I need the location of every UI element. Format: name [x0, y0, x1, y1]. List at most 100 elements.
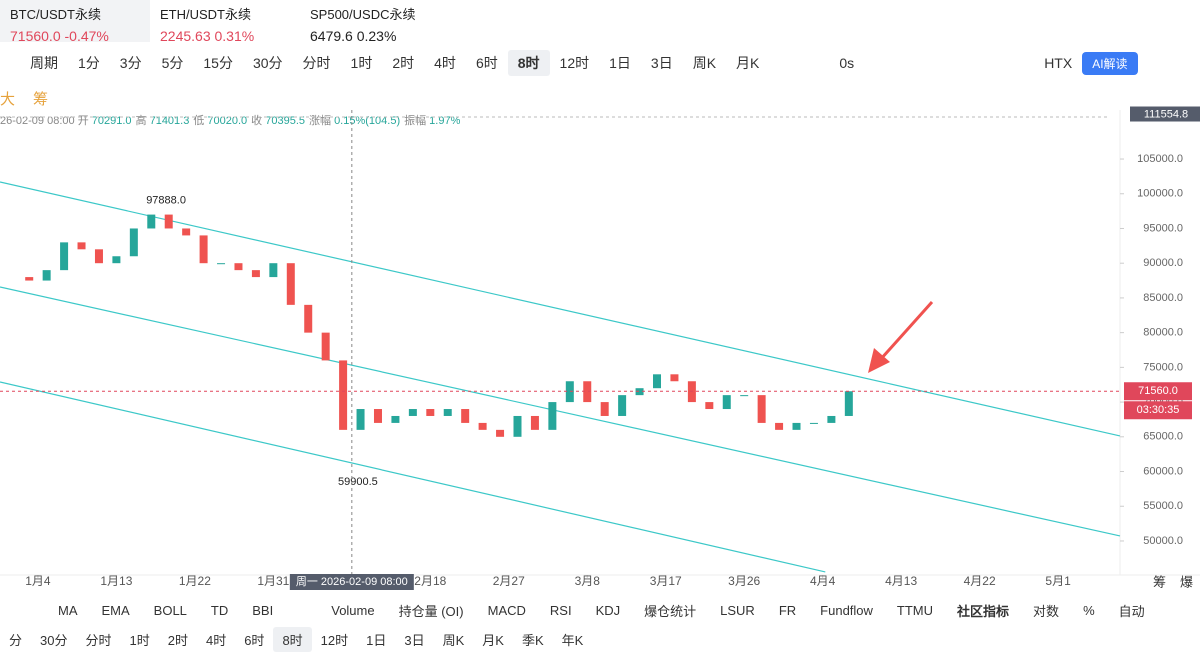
- bottom-period[interactable]: 3日: [404, 632, 425, 648]
- candle: [461, 409, 470, 423]
- candle: [548, 402, 557, 430]
- bottom-period[interactable]: 季K: [521, 632, 544, 648]
- period-button[interactable]: 6时: [475, 55, 498, 71]
- bottom-period[interactable]: 6时: [244, 632, 265, 648]
- period-button[interactable]: 3分: [119, 55, 142, 71]
- bottom-period[interactable]: 月K: [482, 632, 504, 648]
- info-label: 开: [77, 115, 89, 127]
- bottom-period[interactable]: 周K: [442, 632, 465, 648]
- candle: [513, 415, 522, 437]
- indicator-main[interactable]: MA: [58, 602, 78, 618]
- period-button[interactable]: 1时: [350, 55, 373, 71]
- indicator-sub[interactable]: Fundflow: [820, 602, 873, 618]
- candle: [112, 256, 121, 264]
- symbol-change: 0.23%: [356, 28, 397, 44]
- candle: [217, 263, 226, 265]
- bottom-period[interactable]: 12时: [320, 632, 349, 648]
- symbol-quote: 71560.0 -0.47%: [10, 28, 150, 44]
- bottom-period[interactable]: 年K: [561, 632, 584, 648]
- symbol-tab[interactable]: ETH/USDT永续 2245.63 0.31%: [150, 0, 300, 44]
- bottom-period[interactable]: 1时: [129, 632, 150, 648]
- chart-option[interactable]: %: [1083, 602, 1095, 618]
- candle: [304, 304, 313, 333]
- candle: [129, 228, 138, 257]
- indicator-sub[interactable]: KDJ: [595, 602, 621, 618]
- indicator-sub[interactable]: RSI: [549, 602, 572, 618]
- bottom-period[interactable]: 4时: [205, 632, 227, 648]
- candle: [42, 270, 51, 281]
- period-button[interactable]: 1日: [609, 55, 631, 71]
- indicator-main[interactable]: BBI: [252, 602, 274, 618]
- bottom-period[interactable]: 8时: [273, 626, 312, 652]
- chart-option[interactable]: 对数: [1033, 603, 1060, 619]
- indicator-main[interactable]: EMA: [101, 602, 130, 618]
- info-time: 26-02-09 08:00: [0, 115, 75, 127]
- period-button[interactable]: 30分: [252, 55, 283, 71]
- info-value: 1.97%: [429, 115, 461, 127]
- symbol-price: 2245.63: [160, 28, 211, 44]
- community-indicators[interactable]: 社区指标: [957, 603, 1010, 619]
- period-button[interactable]: 8时: [507, 50, 550, 76]
- axis-side-label: 筹: [1153, 574, 1166, 589]
- info-value: 70395.5: [265, 115, 305, 127]
- symbol-tab[interactable]: BTC/USDT永续 71560.0 -0.47%: [0, 0, 150, 44]
- symbol-name: SP500/USDC永续: [310, 7, 416, 22]
- bottom-period[interactable]: 2时: [167, 632, 188, 648]
- candle: [60, 242, 69, 271]
- period-button[interactable]: 5分: [161, 55, 184, 71]
- indicator-sub[interactable]: 持仓量 (OI): [398, 603, 464, 619]
- candle: [844, 391, 853, 416]
- y-tick-label: 60000.0: [1143, 465, 1183, 477]
- indicator-sub[interactable]: Volume: [331, 602, 375, 618]
- bottom-period[interactable]: 1日: [366, 632, 387, 648]
- symbol-tab[interactable]: SP500/USDC永续 6479.6 0.23%: [300, 0, 450, 44]
- candle: [373, 409, 382, 423]
- axis-side-label: 爆: [1180, 574, 1193, 589]
- period-label[interactable]: 周期: [30, 55, 58, 71]
- info-value: 71401.3: [149, 115, 190, 127]
- period-button[interactable]: 周K: [692, 55, 717, 71]
- candle: [792, 422, 801, 430]
- candle: [722, 395, 731, 410]
- y-tick-label: 95000.0: [1143, 222, 1183, 234]
- symbol-change: -0.47%: [64, 28, 109, 44]
- period-button[interactable]: 分时: [302, 55, 331, 71]
- period-button[interactable]: 月K: [736, 55, 760, 71]
- candle: [251, 270, 260, 278]
- x-tick-label: 4月4: [810, 574, 836, 588]
- period-button[interactable]: 12时: [559, 55, 590, 71]
- bottom-period[interactable]: 分时: [85, 632, 112, 648]
- indicator-sub[interactable]: MACD: [487, 602, 526, 618]
- indicator-bar: MA EMA BOLL TD BBI Volume 持仓量 (OI) MACD RSI KDJ 爆仓…: [0, 598, 1145, 622]
- period-button[interactable]: 4时: [434, 55, 456, 71]
- period-button[interactable]: 2时: [392, 55, 415, 71]
- bottom-period[interactable]: 30分: [40, 632, 68, 648]
- crosshair-x-tag: [289, 574, 414, 590]
- bottom-periods: 分 30分 分时 1时 2时 4时 6时 8时 12时 1日 3日 周K 月K 季K 年K: [0, 626, 592, 652]
- indicator-main[interactable]: BOLL: [153, 602, 187, 618]
- candle: [199, 235, 208, 264]
- candle: [757, 395, 766, 423]
- period-button[interactable]: 1分: [78, 55, 100, 71]
- arrow-head: [868, 348, 890, 373]
- exchange-select[interactable]: HTX: [1044, 55, 1073, 71]
- ai-button[interactable]: AI解读: [1082, 51, 1138, 75]
- indicator-sub[interactable]: FR: [778, 602, 797, 618]
- indicator-sub[interactable]: 爆仓统计: [644, 603, 697, 619]
- y-tick-label: 75000.0: [1143, 361, 1183, 373]
- crosshair-y-tag: [1130, 106, 1200, 122]
- candle: [705, 402, 714, 410]
- chart-option[interactable]: 自动: [1118, 603, 1145, 619]
- period-button[interactable]: 3日: [650, 55, 673, 71]
- candle: [182, 228, 191, 236]
- indicator-main[interactable]: TD: [210, 602, 229, 618]
- bottom-period[interactable]: 分: [9, 632, 23, 648]
- indicator-sub[interactable]: LSUR: [720, 602, 755, 618]
- drawing-tool[interactable]: 筹: [33, 91, 49, 108]
- period-button[interactable]: 15分: [203, 55, 233, 71]
- indicator-sub[interactable]: TTMU: [896, 602, 934, 618]
- symbol-price: 71560.0: [10, 28, 61, 44]
- countdown-setting[interactable]: 0s: [839, 55, 855, 71]
- drawing-tool[interactable]: 大: [0, 91, 16, 108]
